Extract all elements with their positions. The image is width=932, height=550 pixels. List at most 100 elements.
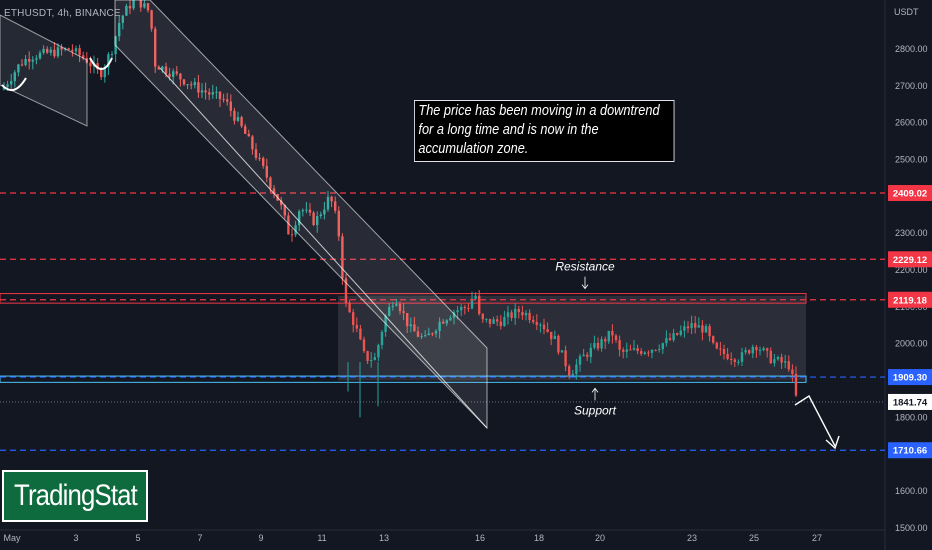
candle-body	[398, 303, 402, 312]
candle-body	[413, 324, 416, 332]
candle-body	[794, 373, 798, 396]
candle-body	[769, 350, 772, 364]
price-tag-label: 2119.18	[893, 295, 927, 306]
candle-body	[755, 346, 758, 351]
support-arrow	[591, 387, 599, 401]
candle-body	[654, 349, 657, 351]
candle	[740, 347, 744, 367]
candle-body	[298, 211, 301, 226]
candle-body	[308, 209, 312, 213]
candle	[125, 3, 128, 16]
candle-body	[629, 349, 632, 351]
candles	[2, 0, 798, 418]
candle	[373, 352, 376, 361]
candle-body	[452, 312, 456, 318]
candle-body	[388, 306, 391, 316]
candle-body	[359, 328, 362, 340]
candle-body	[704, 326, 708, 333]
candle	[481, 313, 484, 323]
candle-body	[636, 348, 639, 352]
candle-body	[614, 335, 618, 341]
candle-body	[553, 335, 556, 340]
candle-body	[665, 338, 668, 344]
candle	[197, 74, 200, 98]
candle	[640, 348, 643, 356]
candle-body	[143, 3, 146, 8]
candle	[737, 359, 740, 366]
candle	[118, 15, 121, 42]
wedge-channel	[0, 14, 88, 127]
candle-body	[31, 59, 34, 62]
candle	[179, 72, 182, 87]
candle-body	[262, 157, 265, 166]
candle-body	[499, 321, 502, 327]
candle	[593, 335, 596, 350]
candle	[71, 44, 74, 57]
candle	[730, 352, 733, 366]
candle	[708, 323, 711, 342]
candle-body	[391, 305, 394, 307]
candle-body	[380, 332, 384, 346]
candle	[557, 334, 560, 355]
candle-body	[517, 308, 520, 313]
candle	[791, 364, 794, 382]
candle-body	[258, 157, 261, 159]
candle	[503, 310, 506, 327]
candle-body	[632, 348, 636, 350]
candle-body	[283, 205, 286, 216]
candle-body	[575, 364, 578, 374]
candle-body	[287, 215, 290, 235]
candle-body	[121, 15, 124, 23]
resistance-label: Resistance	[555, 260, 615, 274]
candle	[755, 345, 758, 358]
candle-body	[438, 321, 441, 332]
candle	[355, 317, 358, 333]
wedge-curve	[89, 57, 113, 70]
candle	[348, 299, 351, 313]
downtrend-channel	[114, 0, 488, 430]
candle-body	[355, 324, 358, 329]
candle-body	[395, 303, 398, 306]
candle	[431, 332, 434, 337]
candle	[272, 185, 276, 199]
candle	[773, 354, 776, 367]
candle	[319, 211, 322, 219]
candle-body	[467, 308, 470, 310]
candle-body	[622, 349, 625, 352]
candle	[283, 204, 286, 219]
price-axis: USDT 2800.00 2700.00 2600.00 2500.00 2300.00 2…	[888, 7, 932, 533]
candle-body	[488, 318, 492, 324]
candle	[96, 57, 99, 75]
candle	[388, 302, 391, 317]
candle	[643, 351, 646, 356]
candle-body	[409, 324, 412, 327]
candle-body	[150, 10, 153, 29]
candle	[769, 347, 772, 365]
candle	[215, 86, 218, 99]
candle	[434, 328, 438, 338]
candle	[330, 195, 333, 208]
candle	[704, 324, 708, 333]
candle	[305, 201, 308, 214]
candle	[650, 349, 654, 359]
candle	[175, 66, 178, 76]
candle	[352, 309, 355, 333]
candle-body	[344, 278, 348, 303]
candle	[258, 153, 261, 162]
candle-body	[445, 320, 448, 324]
price-tag	[888, 291, 932, 308]
candle-body	[568, 366, 571, 376]
candle-body	[197, 82, 200, 93]
candle-body	[701, 325, 704, 333]
candle-body	[456, 310, 459, 313]
candle-body	[132, 0, 135, 9]
candle	[143, 0, 146, 9]
candle-body	[596, 342, 600, 349]
candle	[370, 352, 373, 368]
candle	[517, 305, 520, 319]
candle	[161, 65, 164, 73]
candle	[697, 317, 700, 328]
candle-body	[211, 92, 214, 95]
candle	[751, 344, 754, 359]
